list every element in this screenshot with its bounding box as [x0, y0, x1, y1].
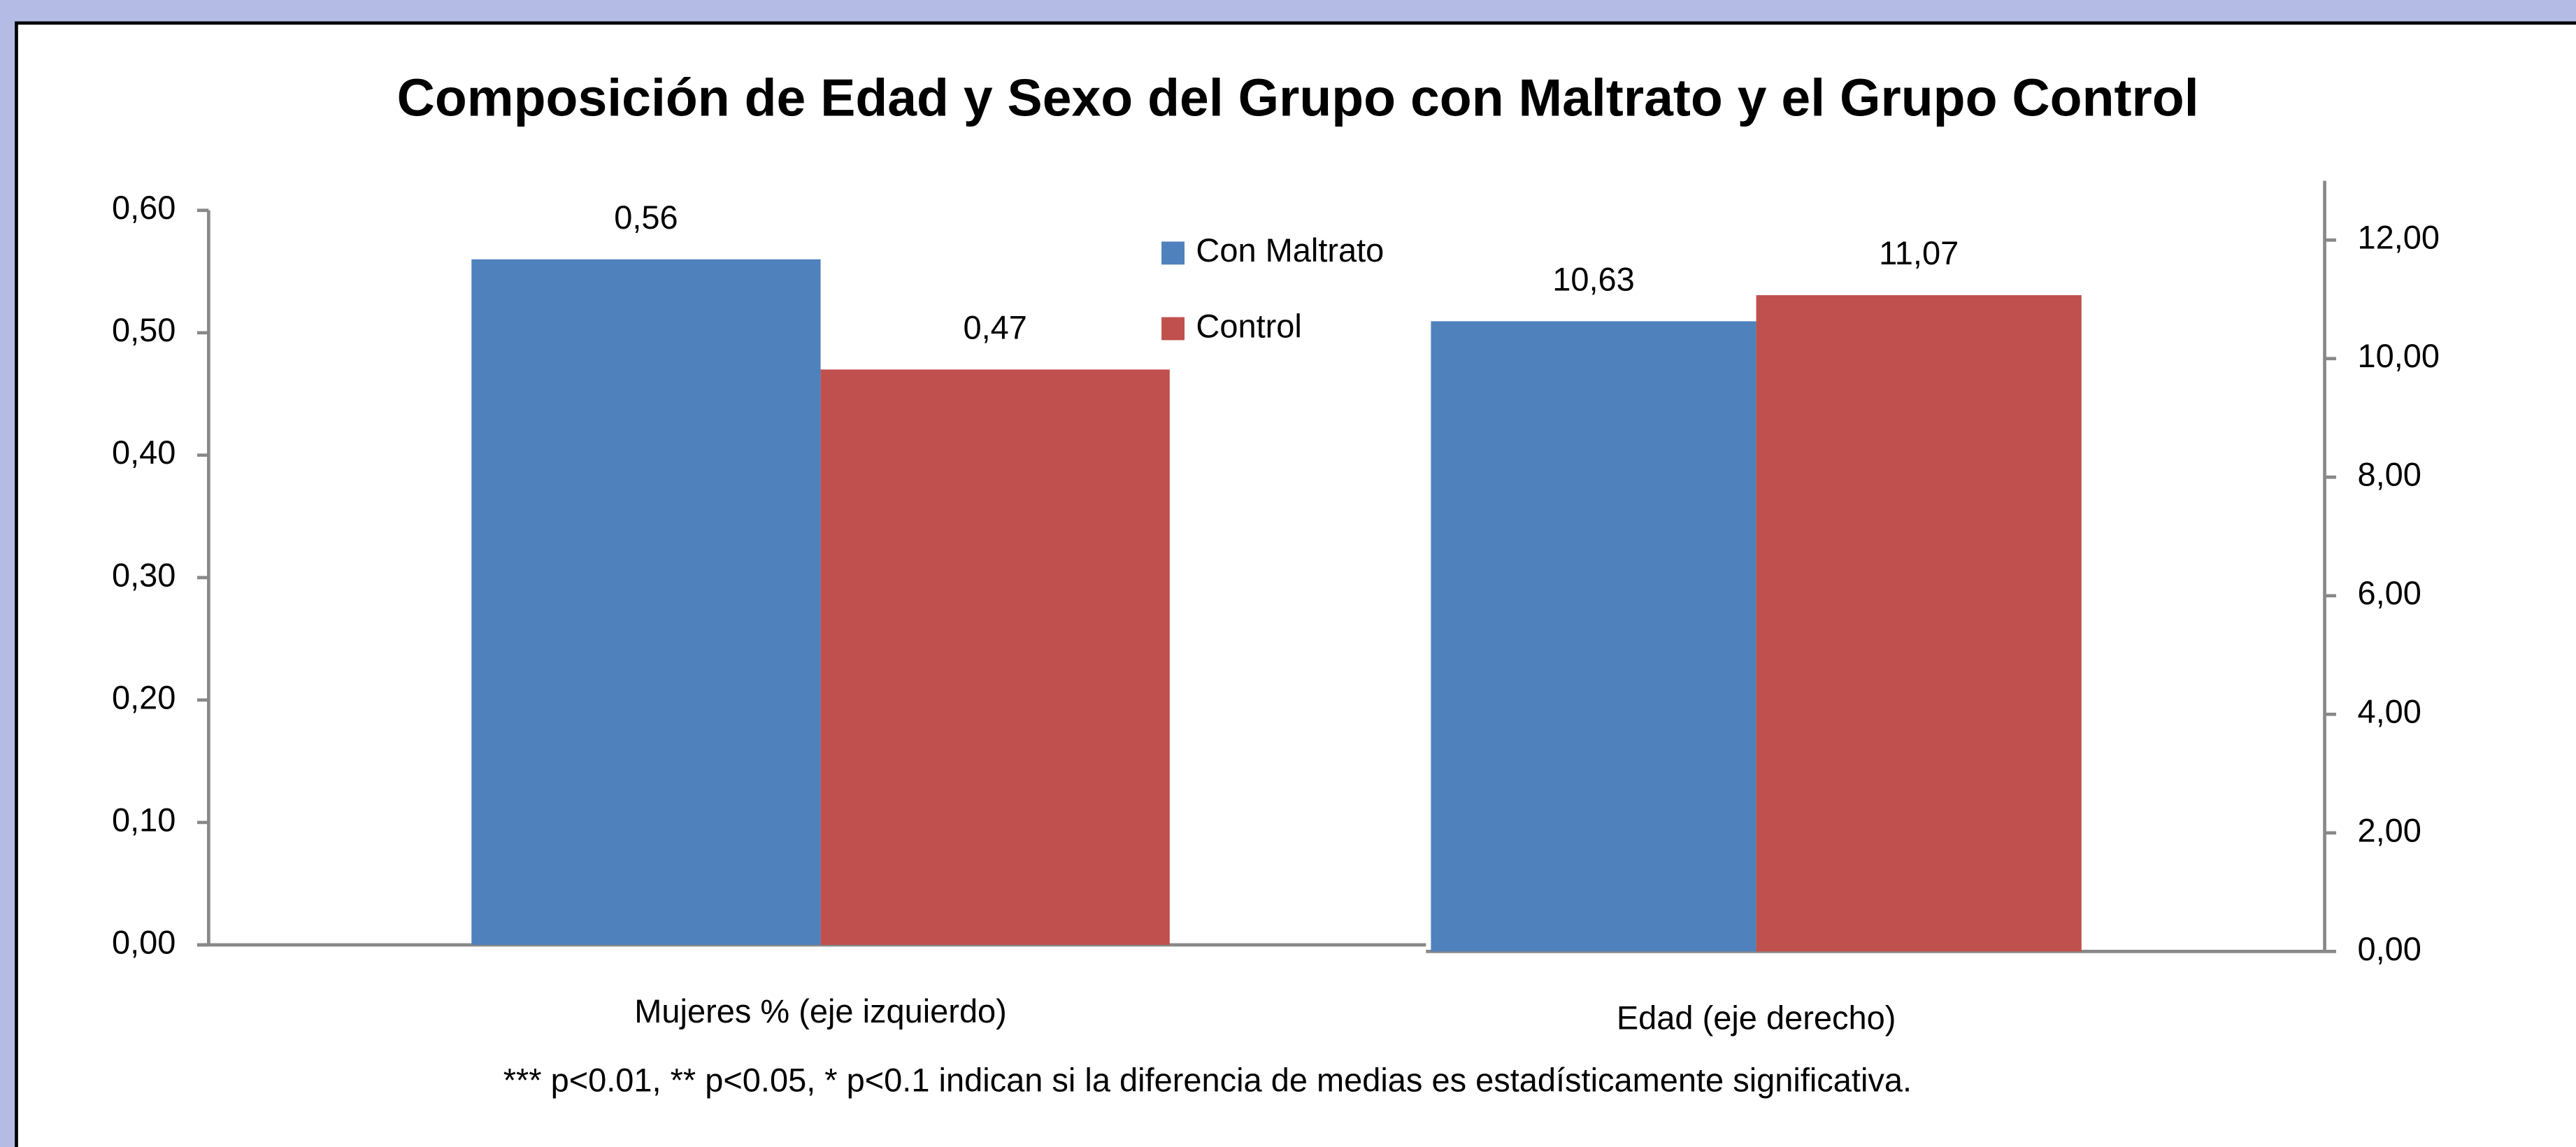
legend-swatch: [1161, 241, 1185, 265]
bar: [471, 259, 821, 945]
data-label: 10,63: [1552, 260, 1635, 297]
y-tick-label: 0,40: [112, 434, 176, 471]
legend-swatch: [1161, 317, 1185, 341]
y-tick-label: 0,50: [112, 311, 176, 348]
y2-tick-label: 4,00: [2358, 693, 2421, 730]
bar: [1431, 321, 1756, 952]
bar: [820, 369, 1170, 945]
data-label: 0,47: [963, 308, 1026, 345]
legend-label: Control: [1196, 307, 1301, 344]
x-tick-label: Edad (eje derecho): [1617, 999, 1896, 1036]
y-tick-label: 0,00: [112, 923, 176, 960]
y-tick-label: 0,10: [112, 801, 176, 838]
chart-title: Composición de Edad y Sexo del Grupo con…: [397, 69, 2199, 127]
y2-tick-label: 6,00: [2358, 574, 2421, 611]
y2-tick-label: 10,00: [2358, 337, 2440, 374]
x-tick-label: Mujeres % (eje izquierdo): [634, 992, 1007, 1030]
bar: [1756, 295, 2082, 952]
y-tick-label: 0,20: [112, 678, 176, 715]
data-label: 0,56: [614, 199, 678, 236]
y-tick-label: 0,30: [112, 556, 176, 593]
y2-tick-label: 2,00: [2358, 811, 2421, 848]
y-tick-label: 0,60: [112, 189, 176, 226]
data-label: 11,07: [1879, 234, 1959, 271]
y2-tick-label: 0,00: [2358, 930, 2421, 967]
y2-tick-label: 12,00: [2358, 219, 2440, 256]
y2-tick-label: 8,00: [2358, 456, 2421, 493]
legend-label: Con Maltrato: [1196, 231, 1384, 269]
footnote: *** p<0.01, ** p<0.05, * p<0.1 indican s…: [503, 1062, 1912, 1099]
chart-panel: [15, 21, 2576, 1147]
